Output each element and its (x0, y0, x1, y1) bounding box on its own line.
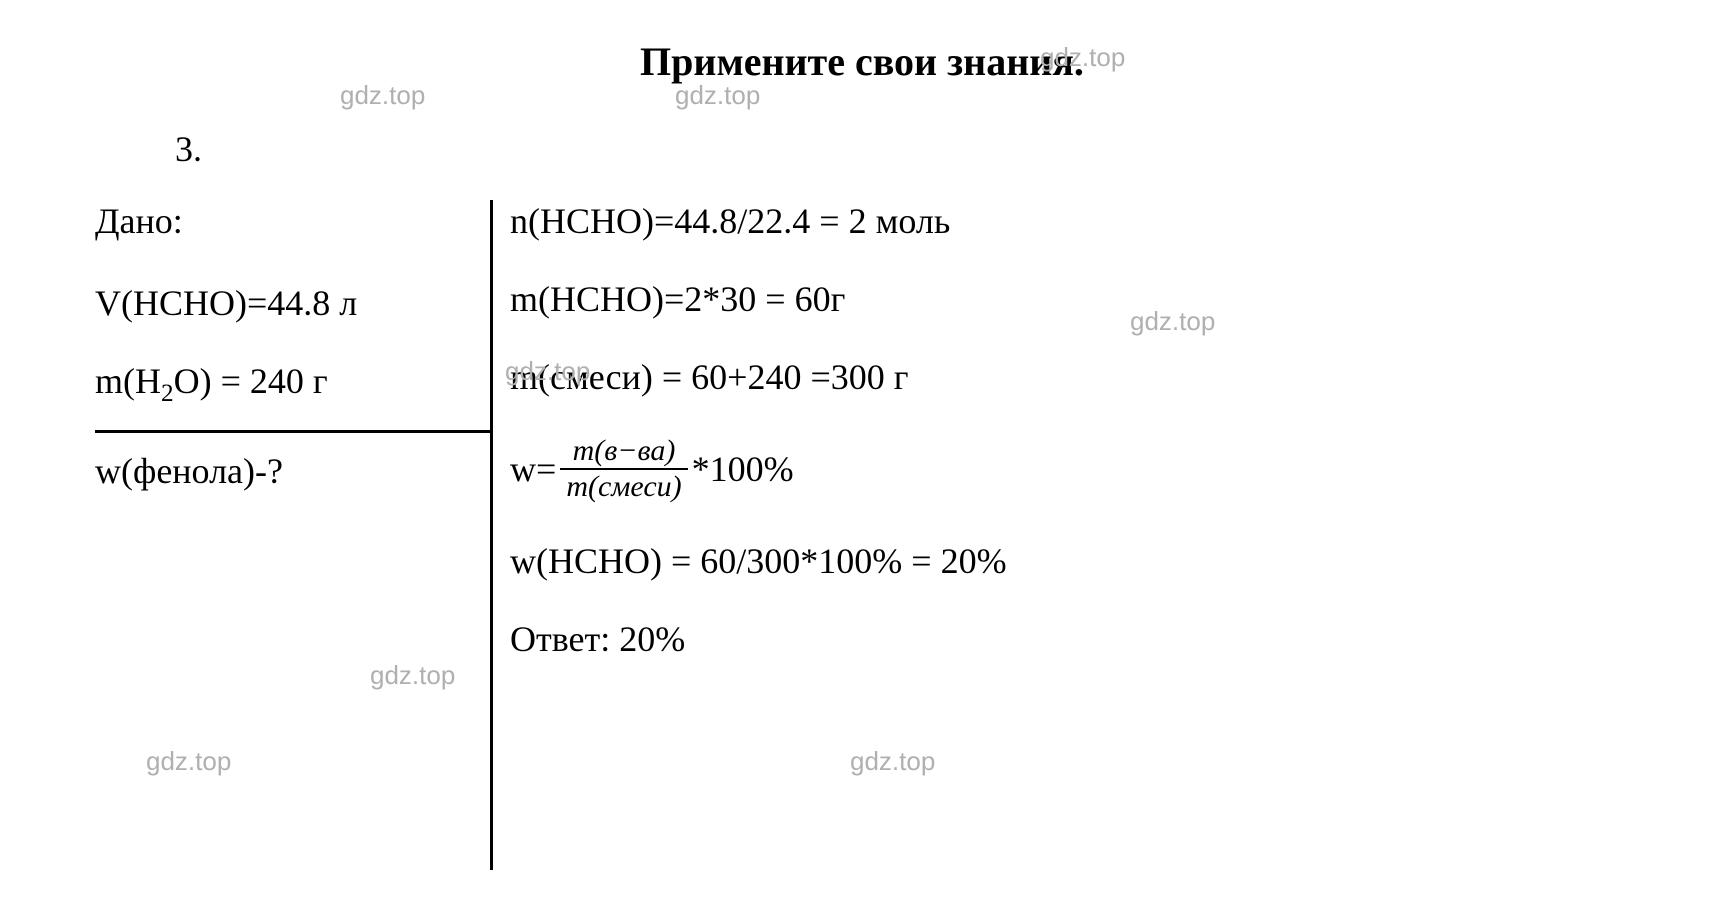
page-title: Примените свои знания. (0, 38, 1724, 85)
solution-mass-mix: m(смеси) = 60+240 =300 г (510, 356, 1560, 398)
watermark: gdz.top (146, 746, 231, 777)
problem-number: 3. (175, 128, 202, 170)
given-mass-sub: 2 (161, 380, 174, 407)
horizontal-divider (95, 430, 490, 433)
solution-section: n(HCHO)=44.8/22.4 = 2 моль m(HCHO)=2*30 … (510, 200, 1560, 696)
given-volume: V(HCHO)=44.8 л (95, 282, 480, 324)
given-label: Дано: (95, 200, 480, 242)
solution-mass-hcho: m(HCHO)=2*30 = 60г (510, 278, 1560, 320)
formula-numerator: m(в−ва) (560, 434, 687, 470)
solution-formula: w= m(в−ва) m(смеси) *100% (510, 434, 1560, 504)
find-unknown: w(фенола)-? (95, 450, 480, 492)
watermark: gdz.top (505, 356, 590, 387)
watermark: gdz.top (1130, 306, 1215, 337)
solution-calc: w(HCHO) = 60/300*100% = 20% (510, 540, 1560, 582)
watermark: gdz.top (675, 80, 760, 111)
formula-rhs: *100% (692, 448, 794, 490)
given-mass-suffix: O) = 240 г (174, 361, 328, 401)
watermark: gdz.top (340, 80, 425, 111)
formula-lhs: w= (510, 448, 556, 490)
solution-answer: Ответ: 20% (510, 618, 1560, 660)
watermark: gdz.top (370, 660, 455, 691)
given-mass-prefix: m(H (95, 361, 161, 401)
watermark: gdz.top (850, 746, 935, 777)
formula-denominator: m(смеси) (560, 470, 687, 504)
solution-moles: n(HCHO)=44.8/22.4 = 2 моль (510, 200, 1560, 242)
formula-fraction: m(в−ва) m(смеси) (560, 434, 687, 504)
vertical-divider (490, 200, 493, 870)
given-mass: m(H2O) = 240 г (95, 360, 480, 408)
given-section: Дано: V(HCHO)=44.8 л m(H2O) = 240 г w(фе… (95, 200, 480, 528)
watermark: gdz.top (1040, 42, 1125, 73)
